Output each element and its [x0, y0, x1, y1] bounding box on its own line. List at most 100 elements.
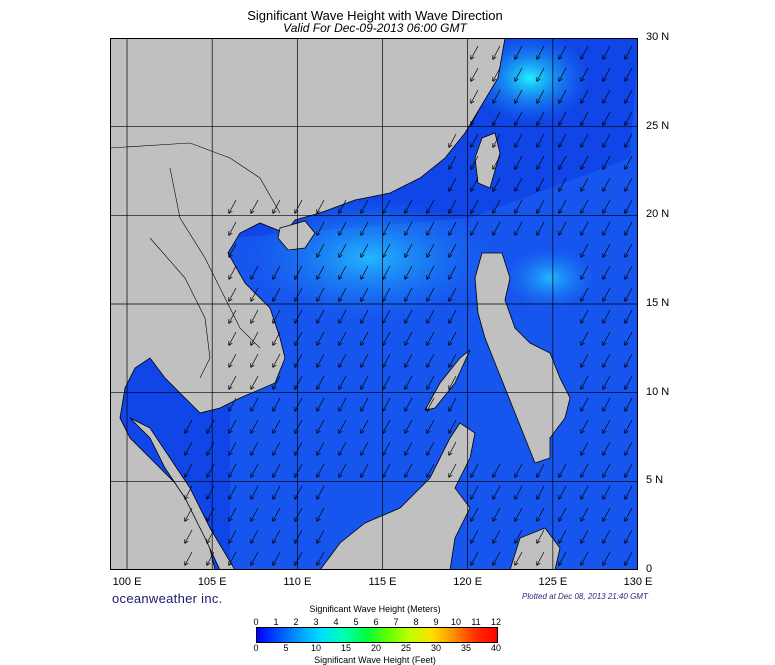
wave-arrow — [471, 463, 479, 477]
wave-arrow — [383, 265, 391, 279]
wave-arrow — [229, 221, 237, 235]
wave-arrow — [273, 375, 281, 389]
wave-arrow — [625, 529, 633, 543]
wave-arrow — [537, 551, 545, 565]
wave-arrow — [273, 309, 281, 323]
latitude-label: 30 N — [646, 31, 670, 43]
wave-arrow — [427, 353, 435, 367]
wave-arrow — [603, 397, 611, 411]
wave-map — [110, 38, 638, 570]
wave-arrow — [625, 463, 633, 477]
wave-arrow — [317, 199, 325, 213]
wave-arrow — [537, 221, 545, 235]
wave-arrow — [207, 507, 215, 521]
wave-arrow — [537, 133, 545, 147]
wave-arrow — [537, 199, 545, 213]
wave-arrow — [515, 177, 523, 191]
wave-arrow — [537, 485, 545, 499]
wave-arrow — [383, 375, 391, 389]
wave-arrow — [295, 551, 303, 565]
wave-arrow — [405, 199, 413, 213]
wave-arrow — [581, 397, 589, 411]
wave-arrow — [625, 375, 633, 389]
wave-arrow — [471, 551, 479, 565]
wave-arrow — [427, 463, 435, 477]
wave-arrow — [317, 309, 325, 323]
wave-arrow — [581, 199, 589, 213]
wave-arrow — [339, 441, 347, 455]
wave-arrow — [317, 265, 325, 279]
longitude-label: 100 E — [112, 576, 142, 588]
legend-tick-meters: 7 — [393, 617, 399, 627]
latitude-label: 10 N — [646, 385, 670, 398]
wave-arrow — [317, 375, 325, 389]
wave-arrow — [603, 551, 611, 565]
legend-tick-meters: 3 — [313, 617, 319, 627]
legend-tick-feet: 40 — [490, 643, 501, 653]
wave-arrow — [581, 287, 589, 301]
wave-arrow — [559, 463, 567, 477]
wave-arrow — [295, 375, 303, 389]
wave-arrow — [581, 111, 589, 125]
wave-arrow — [603, 89, 611, 103]
wave-arrow — [625, 199, 633, 213]
wave-arrow — [471, 67, 479, 81]
longitude-label: 125 E — [538, 576, 568, 588]
wave-arrow — [229, 353, 237, 367]
wave-arrow — [559, 485, 567, 499]
wave-arrow — [537, 67, 545, 81]
wave-arrow — [603, 287, 611, 301]
map-title: Significant Wave Height with Wave Direct… — [247, 8, 503, 23]
wave-arrow — [383, 221, 391, 235]
wave-arrow — [603, 155, 611, 169]
wave-arrow — [581, 67, 589, 81]
hainan-island — [277, 220, 316, 251]
latitude-label: 5 N — [646, 474, 664, 487]
wave-arrow — [273, 441, 281, 455]
wave-arrow — [361, 265, 369, 279]
wave-arrow — [405, 221, 413, 235]
wave-arrow — [449, 397, 457, 411]
wave-arrow — [515, 529, 523, 543]
wave-arrow — [493, 221, 501, 235]
wave-arrow — [207, 485, 215, 499]
wave-arrow — [295, 309, 303, 323]
wave-arrow — [273, 419, 281, 433]
wave-arrow — [273, 507, 281, 521]
wave-arrow — [295, 441, 303, 455]
wave-arrow — [229, 265, 237, 279]
latitude-label: 20 N — [646, 208, 670, 221]
longitude-label: 120 E — [453, 576, 483, 588]
wave-arrow — [449, 265, 457, 279]
legend-tick-meters: 8 — [413, 617, 419, 627]
wave-arrow — [229, 287, 237, 301]
wave-arrow — [317, 287, 325, 301]
wave-height-colorbar — [256, 627, 498, 643]
wave-arrow — [317, 331, 325, 345]
wave-arrow — [427, 243, 435, 257]
wave-arrow — [361, 397, 369, 411]
wave-arrow — [515, 111, 523, 125]
wave-arrow — [361, 441, 369, 455]
wave-arrow — [405, 331, 413, 345]
wave-arrow — [471, 45, 479, 59]
wave-arrow — [581, 155, 589, 169]
wave-arrow — [581, 331, 589, 345]
legend-tick-meters: 12 — [490, 617, 501, 627]
wave-arrow — [229, 331, 237, 345]
wave-arrow — [471, 177, 479, 191]
wave-arrow — [581, 89, 589, 103]
wave-arrow — [317, 441, 325, 455]
wave-arrow — [295, 463, 303, 477]
wave-arrow — [317, 353, 325, 367]
wave-arrow — [251, 265, 259, 279]
wave-arrow — [361, 287, 369, 301]
wave-arrow — [515, 67, 523, 81]
wave-arrow — [603, 45, 611, 59]
palawan — [424, 349, 471, 411]
wave-arrow — [339, 353, 347, 367]
wave-arrow — [317, 243, 325, 257]
wave-arrow — [471, 155, 479, 169]
wave-arrow — [471, 485, 479, 499]
wave-arrow — [405, 243, 413, 257]
